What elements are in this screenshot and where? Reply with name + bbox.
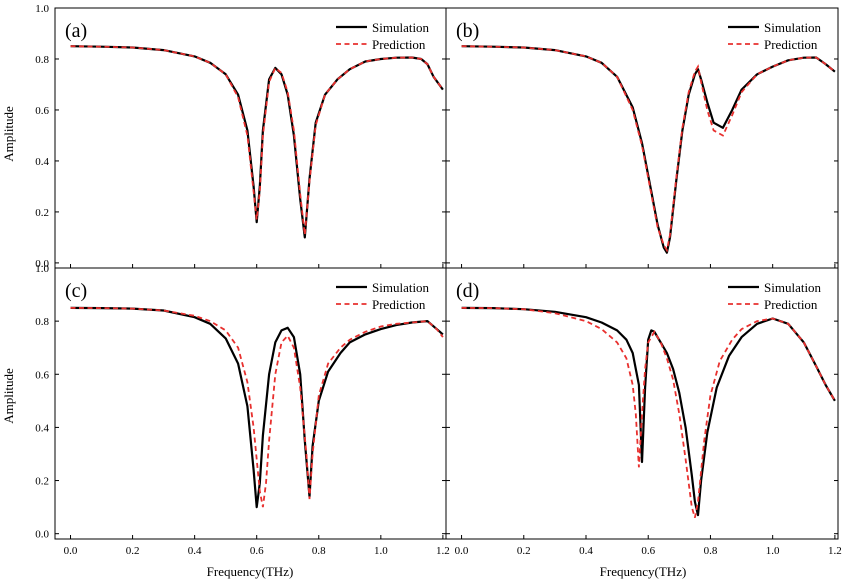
x-tick-label: 0.8 — [704, 545, 718, 557]
legend-label: Prediction — [372, 297, 426, 312]
legend-label: Simulation — [764, 20, 822, 35]
legend: Simulation Prediction — [728, 20, 822, 52]
x-tick-label: 0.0 — [64, 545, 78, 557]
legend-label: Simulation — [372, 20, 430, 35]
x-axis-label: Frequency(THz) — [600, 564, 687, 579]
series-prediction — [70, 45, 444, 236]
legend-label: Prediction — [764, 37, 818, 52]
y-tick-label: 0.8 — [35, 54, 49, 66]
plot-frame — [445, 267, 839, 540]
panel-c: 0.0 0.2 0.4 0.6 0.8 1.0 0.0 0.2 0.4 0.6 0.8 1.0 1.2 (… — [35, 263, 450, 557]
series-prediction — [461, 307, 836, 518]
y-tick-label: 0.0 — [35, 258, 49, 270]
y-tick-label: 0.8 — [35, 316, 49, 328]
panel-label: (b) — [456, 20, 479, 42]
legend-label: Simulation — [372, 280, 430, 295]
panel-d: 0.0 0.2 0.4 0.6 0.8 1.0 1.2 (d) Simulation Predic… — [445, 267, 842, 557]
series-simulation — [70, 306, 444, 509]
x-tick-label: 0.4 — [579, 545, 593, 557]
x-tick-label: 0.6 — [641, 545, 655, 557]
y-axis-label-top: Amplitude — [1, 106, 16, 162]
legend: Simulation Prediction — [336, 280, 430, 312]
panel-label: (c) — [65, 280, 87, 302]
panel-label: (d) — [456, 280, 479, 302]
y-tick-label: 0.4 — [35, 156, 49, 168]
legend-label: Simulation — [764, 280, 822, 295]
series-prediction — [461, 45, 836, 253]
y-tick-label: 0.4 — [35, 422, 49, 434]
x-tick-label: 1.0 — [766, 545, 780, 557]
y-axis-label: Amplitude — [1, 106, 16, 162]
legend: Simulation Prediction — [336, 20, 430, 52]
series-simulation — [461, 306, 836, 517]
x-tick-label: 0.8 — [312, 545, 326, 557]
series-prediction — [70, 307, 444, 508]
x-tick-label: 1.0 — [374, 545, 388, 557]
y-tick-label: 1.0 — [35, 3, 49, 15]
panels: 0.0 0.2 0.4 0.6 0.8 1.0 (a) Simulation Predictio… — [35, 3, 842, 557]
y-tick-label: 0.2 — [35, 207, 49, 219]
y-tick-label: 0.6 — [35, 369, 49, 381]
x-tick-label: 1.2 — [436, 545, 450, 557]
panel-a: 0.0 0.2 0.4 0.6 0.8 1.0 (a) Simulation Predictio… — [35, 3, 447, 270]
panel-label: (a) — [65, 20, 87, 42]
x-tick-label: 1.2 — [828, 545, 842, 557]
legend-label: Prediction — [764, 297, 818, 312]
y-tick-label: 1.0 — [35, 263, 49, 275]
y-tick-label: 0.0 — [35, 529, 49, 541]
x-tick-label: 0.0 — [455, 545, 469, 557]
legend-label: Prediction — [372, 37, 426, 52]
x-tick-label: 0.6 — [250, 545, 264, 557]
y-axis-label: Amplitude — [1, 368, 16, 424]
x-tick-label: 0.4 — [188, 545, 202, 557]
x-tick-label: 0.2 — [517, 545, 531, 557]
panel-b: (b) Simulation Prediction — [445, 7, 839, 269]
y-tick-label: 0.6 — [35, 105, 49, 117]
series-simulation — [70, 45, 444, 239]
x-tick-label: 0.2 — [126, 545, 140, 557]
y-axis-label-bottom: Amplitude — [1, 368, 16, 424]
legend: Simulation Prediction — [728, 280, 822, 312]
x-axis-label: Frequency(THz) — [207, 564, 294, 579]
series-simulation — [461, 45, 836, 254]
y-tick-label: 0.2 — [35, 476, 49, 488]
